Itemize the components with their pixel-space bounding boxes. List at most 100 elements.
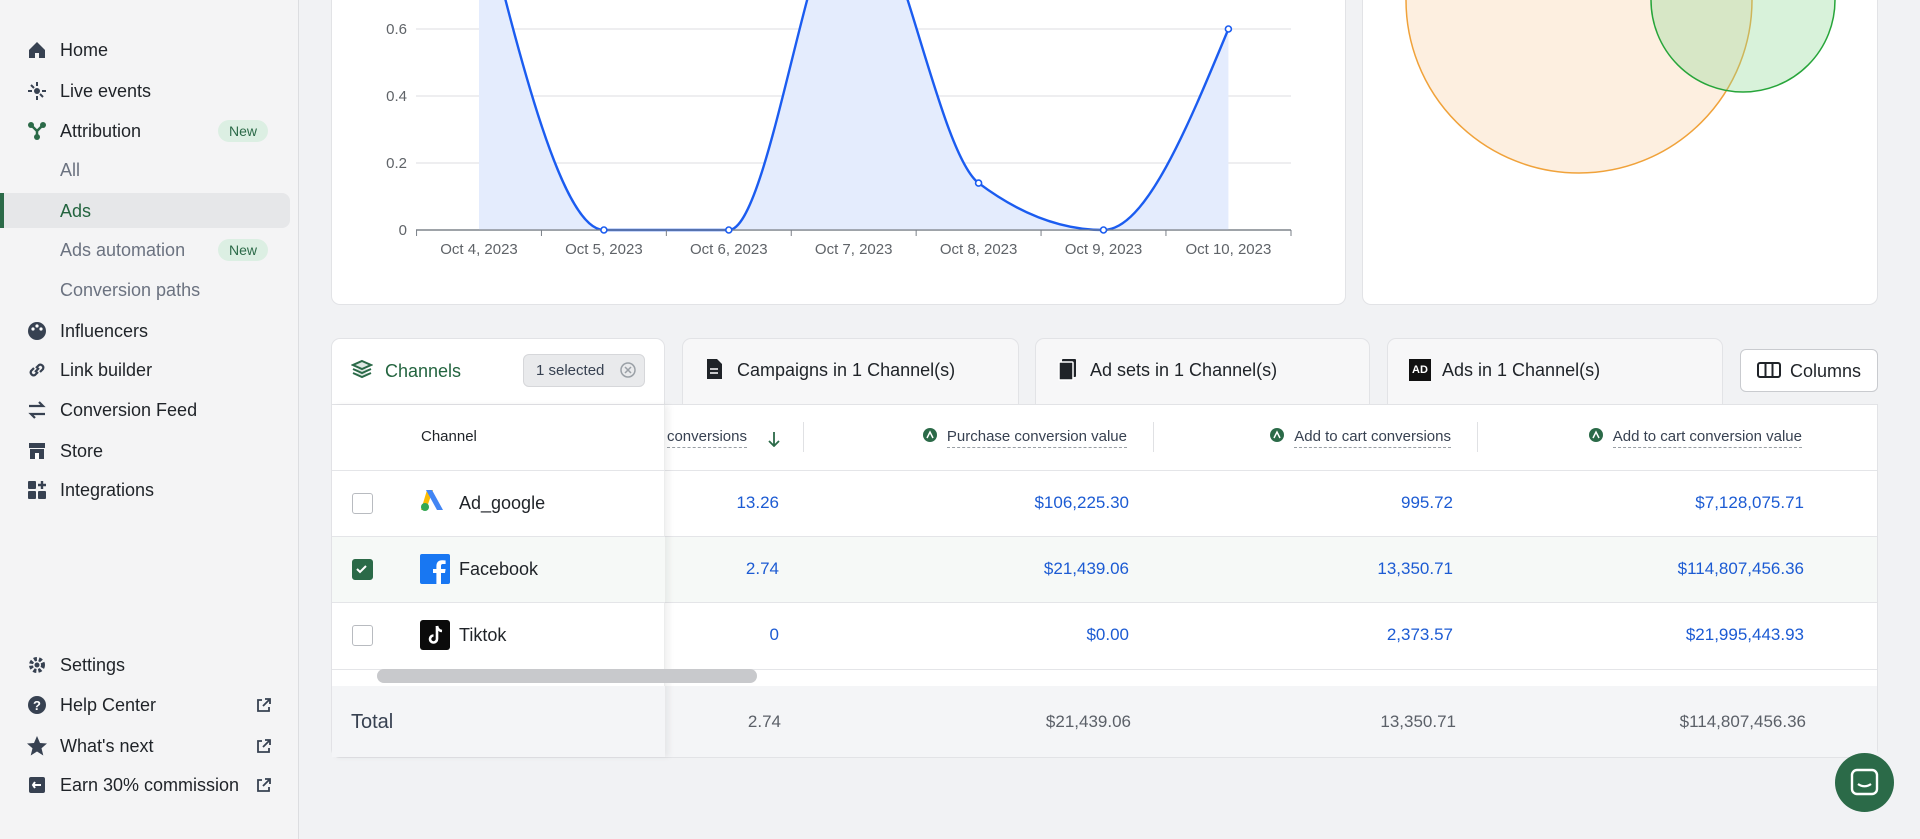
row-divider [332, 470, 665, 471]
column-header[interactable]: Purchase conversion value [946, 427, 1127, 448]
check-mark [356, 565, 367, 574]
channel-name[interactable]: Facebook [459, 559, 539, 579]
nav-icon-svg [29, 657, 45, 673]
channel-logo-svg [420, 620, 450, 650]
column-header[interactable]: Add to cart conversion value [1612, 427, 1802, 448]
nav-icon [26, 440, 48, 462]
nav-icon-svg [28, 82, 46, 100]
tab-label[interactable]: Ad sets in 1 Channel(s) [1090, 360, 1278, 380]
external-link-icon-svg [257, 739, 271, 753]
cell: 2.74 [745, 559, 779, 578]
selected-bg [0, 193, 290, 228]
nav-item[interactable]: All [60, 160, 81, 180]
channels-icon-svg [350, 359, 374, 379]
nav-icon [26, 654, 48, 676]
columns-icon-svg [1757, 362, 1781, 378]
tab-label[interactable]: Campaigns in 1 Channel(s) [737, 360, 956, 380]
tab[interactable] [1387, 338, 1723, 404]
tab[interactable] [1035, 338, 1370, 404]
cell: 13,350.71 [1377, 559, 1453, 578]
nav-item[interactable]: Live events [60, 81, 152, 101]
point [1099, 226, 1108, 234]
nav-item[interactable]: Link builder [60, 360, 153, 380]
channel-name[interactable]: Ad_google [459, 493, 546, 513]
nav-icon-svg [27, 736, 47, 756]
frozen-row-bg [332, 537, 665, 602]
selected-pill[interactable]: 1 selected [523, 354, 645, 387]
metric-icon [1588, 427, 1604, 443]
nav-icon [26, 399, 48, 421]
nav-icon [26, 735, 48, 757]
metric-icon-svg [923, 428, 937, 442]
tab[interactable] [682, 338, 1019, 404]
tab-label[interactable]: Channels [385, 361, 462, 381]
nav-icon-svg [29, 777, 45, 793]
scrollbar[interactable] [377, 669, 757, 683]
new-badge: New [218, 120, 268, 142]
column-divider [1477, 422, 1478, 452]
y-tick-label: 0.2 [386, 155, 407, 172]
nav-icon [26, 479, 48, 501]
nav-item[interactable]: Help Center [60, 695, 157, 715]
x-tick-label: Oct 7, 2023 [815, 241, 893, 258]
svg-text:?: ? [33, 698, 41, 713]
point [974, 179, 983, 187]
point [600, 226, 608, 234]
nav-icon [26, 39, 48, 61]
tab-label[interactable]: Ads in 1 Channel(s) [1442, 360, 1601, 380]
external-link-icon-svg [257, 698, 271, 712]
columns-label[interactable]: Columns [1790, 361, 1862, 381]
venn-diagram [1405, 0, 1836, 174]
cell: 13.26 [736, 493, 779, 512]
adset-icon-svg [1058, 359, 1076, 381]
sort-icon-svg [768, 432, 780, 448]
point [1224, 25, 1233, 33]
nav-item[interactable]: Ads [60, 201, 92, 221]
x-tick-label: Oct 8, 2023 [940, 241, 1018, 258]
checkbox[interactable] [352, 493, 373, 514]
column-header[interactable]: conversions [666, 427, 747, 448]
nav-item[interactable]: Conversion paths [60, 280, 201, 300]
column-header[interactable]: Add to cart conversions [1294, 427, 1451, 448]
nav-icon: ? [26, 694, 48, 716]
nav-item[interactable]: Attribution [60, 121, 142, 141]
row-divider [332, 470, 1877, 471]
checkbox[interactable] [352, 559, 373, 580]
nav-item[interactable]: Earn 30% commission [60, 775, 240, 795]
nav-icon-svg [28, 401, 46, 419]
column-header: Channel [421, 428, 477, 445]
x-tick-label: Oct 4, 2023 [440, 241, 518, 258]
row-divider [332, 602, 665, 603]
nav-item[interactable]: Ads automation [60, 240, 186, 260]
x-tick-label: Oct 5, 2023 [565, 241, 643, 258]
columns-button[interactable] [1740, 349, 1878, 392]
nav-item[interactable]: What's next [60, 736, 154, 756]
cell: $0.00 [1086, 625, 1129, 644]
sort-icon [766, 431, 782, 448]
nav-icon-svg [29, 42, 45, 58]
nav-item[interactable]: Home [60, 40, 109, 60]
selected-bar [0, 193, 4, 228]
metric-icon [1269, 427, 1285, 443]
point [724, 226, 733, 234]
chat-button[interactable] [1835, 753, 1894, 812]
y-tick-label: 0.6 [386, 21, 407, 38]
cell: $114,807,456.36 [1677, 559, 1804, 578]
ads-icon: AD [1409, 359, 1431, 381]
nav-icon [26, 320, 48, 342]
metric-icon-svg [1270, 428, 1284, 442]
nav-item[interactable]: Integrations [60, 480, 155, 500]
clear-icon [620, 362, 636, 378]
nav-item[interactable]: Store [60, 441, 104, 461]
channel-name[interactable]: Tiktok [459, 625, 507, 645]
nav-item[interactable]: Settings [60, 655, 126, 675]
cell: $21,439.06 [1043, 559, 1129, 578]
y-tick-label: 0 [399, 222, 407, 239]
nav-item[interactable]: Conversion Feed [60, 400, 198, 420]
frozen-total-bg [332, 686, 665, 757]
nav-item[interactable]: Influencers [60, 321, 149, 341]
nav-icon [26, 80, 48, 102]
channels-icon [350, 359, 374, 381]
metric-icon-svg [1589, 428, 1603, 442]
checkbox[interactable] [352, 625, 373, 646]
